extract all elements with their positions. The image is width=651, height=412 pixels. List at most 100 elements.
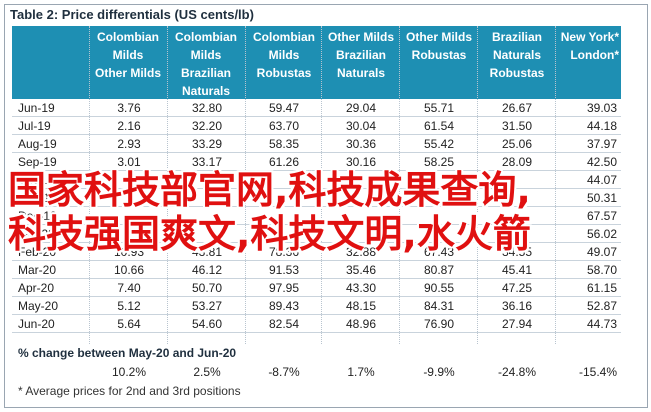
cell: 2.93 [90,134,168,153]
row-date: Jun-19 [12,99,90,117]
cell [400,188,478,207]
price-table: Jun-19 3.76 32.80 59.47 29.04 55.71 26.6… [12,99,621,333]
cell: 2.16 [90,116,168,135]
header-text: Naturals [336,66,386,80]
table-row: Jun-19 3.76 32.80 59.47 29.04 55.71 26.6… [12,99,621,117]
cell [90,170,168,189]
cell: 80.87 [400,260,478,279]
row-date: Jul-19 [12,116,90,135]
cell: 48.96 [322,314,400,333]
table-row: 10.2% 2.5% -8.7% 1.7% -9.9% -24.8% -15.4… [12,363,621,380]
cell [12,363,90,380]
row-date: May-20 [12,296,90,315]
cell [478,170,556,189]
header-text: Naturals [492,48,542,62]
cell: 52.87 [556,296,621,315]
cell: 32.20 [168,116,246,135]
header-text: Other Milds [327,30,394,44]
pct-change-label: % change between May-20 and Jun-20 [18,346,237,360]
column-header: Brazilian Naturals Robustas [478,28,556,82]
row-date: Jun-20 [12,314,90,333]
cell: 3.01 [90,152,168,171]
cell: 91.53 [246,260,322,279]
table-row: May-20 5.12 53.27 89.43 48.15 84.31 36.1… [12,296,621,315]
cell: 45.41 [478,260,556,279]
cell: 39.03 [556,99,621,117]
cell: 26.67 [478,99,556,117]
cell: 35.46 [322,260,400,279]
cell: 31.50 [478,116,556,135]
cell: 37.97 [556,134,621,153]
cell [168,224,246,243]
cell: 5.64 [90,314,168,333]
cell: 30.04 [322,116,400,135]
cell: 54.60 [168,314,246,333]
cell [246,170,322,189]
cell [90,188,168,207]
cell: 46.12 [168,260,246,279]
table-row: Jul-19 2.16 32.20 63.70 30.04 61.54 31.5… [12,116,621,135]
table-row: Aug-19 2.93 33.29 58.35 30.36 55.42 25.0… [12,134,621,153]
column-header: Other Milds Brazilian Naturals [322,28,400,82]
header-text: Robustas [411,48,467,62]
row-date: Jan-20 [12,224,90,243]
cell: 61.54 [400,116,478,135]
cell [322,224,400,243]
header-text: Other Milds [405,30,472,44]
cell [400,206,478,225]
cell: 43.30 [322,278,400,297]
cell: 28.09 [478,152,556,171]
cell: 10.2% [111,364,147,379]
cell [168,206,246,225]
cell: 10.66 [90,260,168,279]
footnote: * Average prices for 2nd and 3rd positio… [18,384,241,398]
cell: 48.15 [322,296,400,315]
header-text: Milds [190,48,222,62]
column-header: Colombian Milds Brazilian Naturals [168,28,244,100]
cell: 3.76 [90,99,168,117]
cell: 67.43 [400,242,478,261]
cell: 5.12 [90,296,168,315]
cell [90,224,168,243]
column-header: New York* London* [556,28,619,64]
cell [246,206,322,225]
cell: 61.26 [246,152,322,171]
cell: 47.25 [478,278,556,297]
cell: 10.93 [90,242,168,261]
cell: 33.29 [168,134,246,153]
header-text: Colombian [97,30,159,44]
header-text: Other Milds [94,66,161,80]
row-date: Oct-19 [12,170,90,189]
cell: 82.54 [246,314,322,333]
cell [478,206,556,225]
header-text: Brazilian [180,66,231,80]
cell: 89.43 [246,296,322,315]
cell: 36.16 [478,296,556,315]
cell [322,206,400,225]
cell: 30.16 [322,152,400,171]
cell: 25.06 [478,134,556,153]
header-text: Brazilian [335,48,386,62]
header-text: Brazilian [491,30,542,44]
row-date: Mar-20 [12,260,90,279]
table-row: Apr-20 7.40 50.70 97.95 43.30 90.55 47.2… [12,278,621,297]
cell: 76.90 [400,314,478,333]
cell [478,224,556,243]
header-text: Milds [112,48,144,62]
cell: 43.81 [168,242,246,261]
header-text: New York* [560,30,619,44]
cell: 44.18 [556,116,621,135]
cell [322,188,400,207]
cell: 58.25 [400,152,478,171]
cell [246,188,322,207]
pct-change-row: 10.2% 2.5% -8.7% 1.7% -9.9% -24.8% -15.4… [12,363,621,380]
cell: 27.94 [478,314,556,333]
table-row: Oct-19 44.07 [12,170,621,189]
header-text: Robustas [489,66,545,80]
cell: -9.9% [423,364,455,379]
row-date: Feb-20 [12,242,90,261]
cell: -8.7% [268,364,300,379]
cell: 63.70 [246,116,322,135]
cell: 61.15 [556,278,621,297]
column-header: Colombian Milds Robustas [246,28,322,82]
